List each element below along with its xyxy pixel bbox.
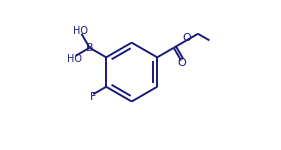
Text: HO: HO	[67, 54, 82, 63]
Text: O: O	[183, 33, 192, 43]
Text: HO: HO	[73, 26, 88, 36]
Text: O: O	[178, 58, 186, 68]
Text: B: B	[86, 43, 93, 53]
Text: F: F	[90, 92, 97, 102]
